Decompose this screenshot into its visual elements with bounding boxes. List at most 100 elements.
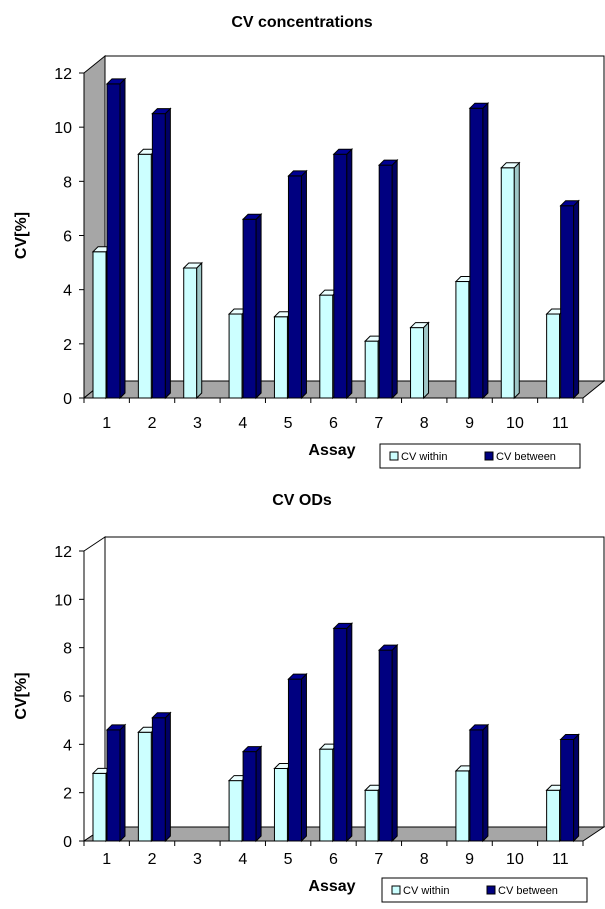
- legend: CV within CV between: [381, 877, 588, 903]
- y-tick-label: 4: [63, 737, 72, 754]
- bar-side: [255, 213, 262, 400]
- bar-front: [242, 751, 257, 842]
- x-tick-label: 9: [465, 415, 474, 432]
- bar-front: [469, 107, 484, 399]
- legend: CV within CV between: [379, 443, 581, 469]
- bar-between: [559, 733, 580, 843]
- back-wall: [104, 536, 605, 828]
- bar-front: [319, 748, 334, 842]
- x-tick-label: 11: [552, 415, 569, 432]
- bar-front: [228, 313, 243, 399]
- bar-front: [469, 729, 484, 842]
- x-tick-label: 2: [148, 415, 157, 432]
- x-tick-label: 7: [374, 415, 383, 432]
- x-tick-label: 7: [374, 851, 383, 868]
- bar-front: [242, 218, 257, 399]
- bar-side: [196, 261, 203, 400]
- bar-top: [559, 734, 580, 740]
- bar-side: [255, 745, 262, 843]
- y-tick-label: 6: [63, 689, 72, 706]
- x-tick-label: 1: [102, 851, 111, 868]
- x-tick-label: 6: [329, 415, 338, 432]
- bar-top: [409, 322, 430, 329]
- legend-swatch: [484, 451, 494, 461]
- bar-between: [287, 672, 308, 843]
- bar-between: [151, 711, 172, 843]
- y-tick-label: 0: [63, 834, 72, 851]
- bar-within: [409, 321, 430, 400]
- bar-front: [151, 717, 166, 842]
- bar-top: [559, 200, 580, 207]
- bar-front: [151, 113, 166, 399]
- y-tick-label: 0: [63, 391, 72, 408]
- bar-front: [106, 83, 121, 399]
- bar-front: [137, 731, 152, 842]
- bar-front: [364, 789, 379, 842]
- x-tick-label: 10: [506, 415, 524, 432]
- y-tick-label: 8: [63, 174, 72, 191]
- x-tick-label: 8: [420, 851, 429, 868]
- bar-between: [151, 107, 172, 400]
- bar-front: [333, 627, 348, 842]
- bar-between: [377, 643, 399, 843]
- y-tick-label: 12: [54, 544, 72, 561]
- bar-between: [468, 102, 490, 400]
- bar-side: [513, 161, 520, 400]
- x-axis-title: Assay: [308, 878, 355, 895]
- bar-top: [287, 673, 308, 680]
- bar-top: [332, 148, 354, 155]
- bar-top: [105, 724, 127, 731]
- bar-front: [455, 770, 470, 842]
- bar-front: [546, 789, 561, 842]
- x-tick-label: 3: [193, 415, 202, 432]
- bar-side: [119, 723, 126, 843]
- x-tick-label: 4: [238, 415, 247, 432]
- legend-swatch: [486, 885, 496, 895]
- y-tick-label: 4: [63, 283, 72, 300]
- legend-label: CV between: [496, 451, 556, 463]
- bar-top: [151, 712, 172, 719]
- bar-front: [287, 678, 302, 842]
- bar-between: [241, 745, 263, 843]
- bar-side: [300, 169, 307, 400]
- x-tick-label: 1: [102, 415, 111, 432]
- bar-between: [377, 158, 399, 400]
- bar-top: [377, 159, 399, 166]
- y-tick-label: 2: [63, 337, 72, 354]
- bar-within: [182, 261, 203, 400]
- bar-side: [164, 107, 171, 400]
- bar-between: [332, 622, 354, 843]
- x-tick-label: 9: [465, 851, 474, 868]
- bar-front: [560, 205, 575, 399]
- legend-label: CV within: [403, 885, 449, 897]
- bar-front: [333, 153, 348, 399]
- bar-top: [287, 170, 308, 177]
- bar-side: [391, 643, 398, 843]
- x-tick-label: 5: [284, 851, 293, 868]
- legend-box: [381, 877, 588, 903]
- legend-swatch: [389, 451, 399, 461]
- bar-front: [273, 316, 288, 399]
- bar-front: [319, 294, 334, 399]
- y-tick-label: 8: [63, 641, 72, 658]
- bar-front: [273, 768, 288, 842]
- bar-front: [92, 772, 107, 842]
- bar-top: [182, 262, 203, 269]
- y-tick-label: 6: [63, 229, 72, 246]
- legend-swatch: [391, 885, 401, 895]
- x-tick-label: 3: [193, 851, 202, 868]
- bar-top: [241, 746, 263, 753]
- chart-title: CV concentrations: [231, 14, 372, 31]
- bar-top: [468, 102, 490, 109]
- bar-between: [332, 148, 354, 400]
- x-axis-title: Assay: [308, 442, 355, 459]
- bar-top: [468, 724, 490, 731]
- bar-front: [500, 167, 515, 399]
- x-tick-label: 2: [148, 851, 157, 868]
- bar-front: [183, 267, 198, 399]
- y-tick-label: 10: [54, 120, 72, 137]
- y-tick-label: 2: [63, 786, 72, 803]
